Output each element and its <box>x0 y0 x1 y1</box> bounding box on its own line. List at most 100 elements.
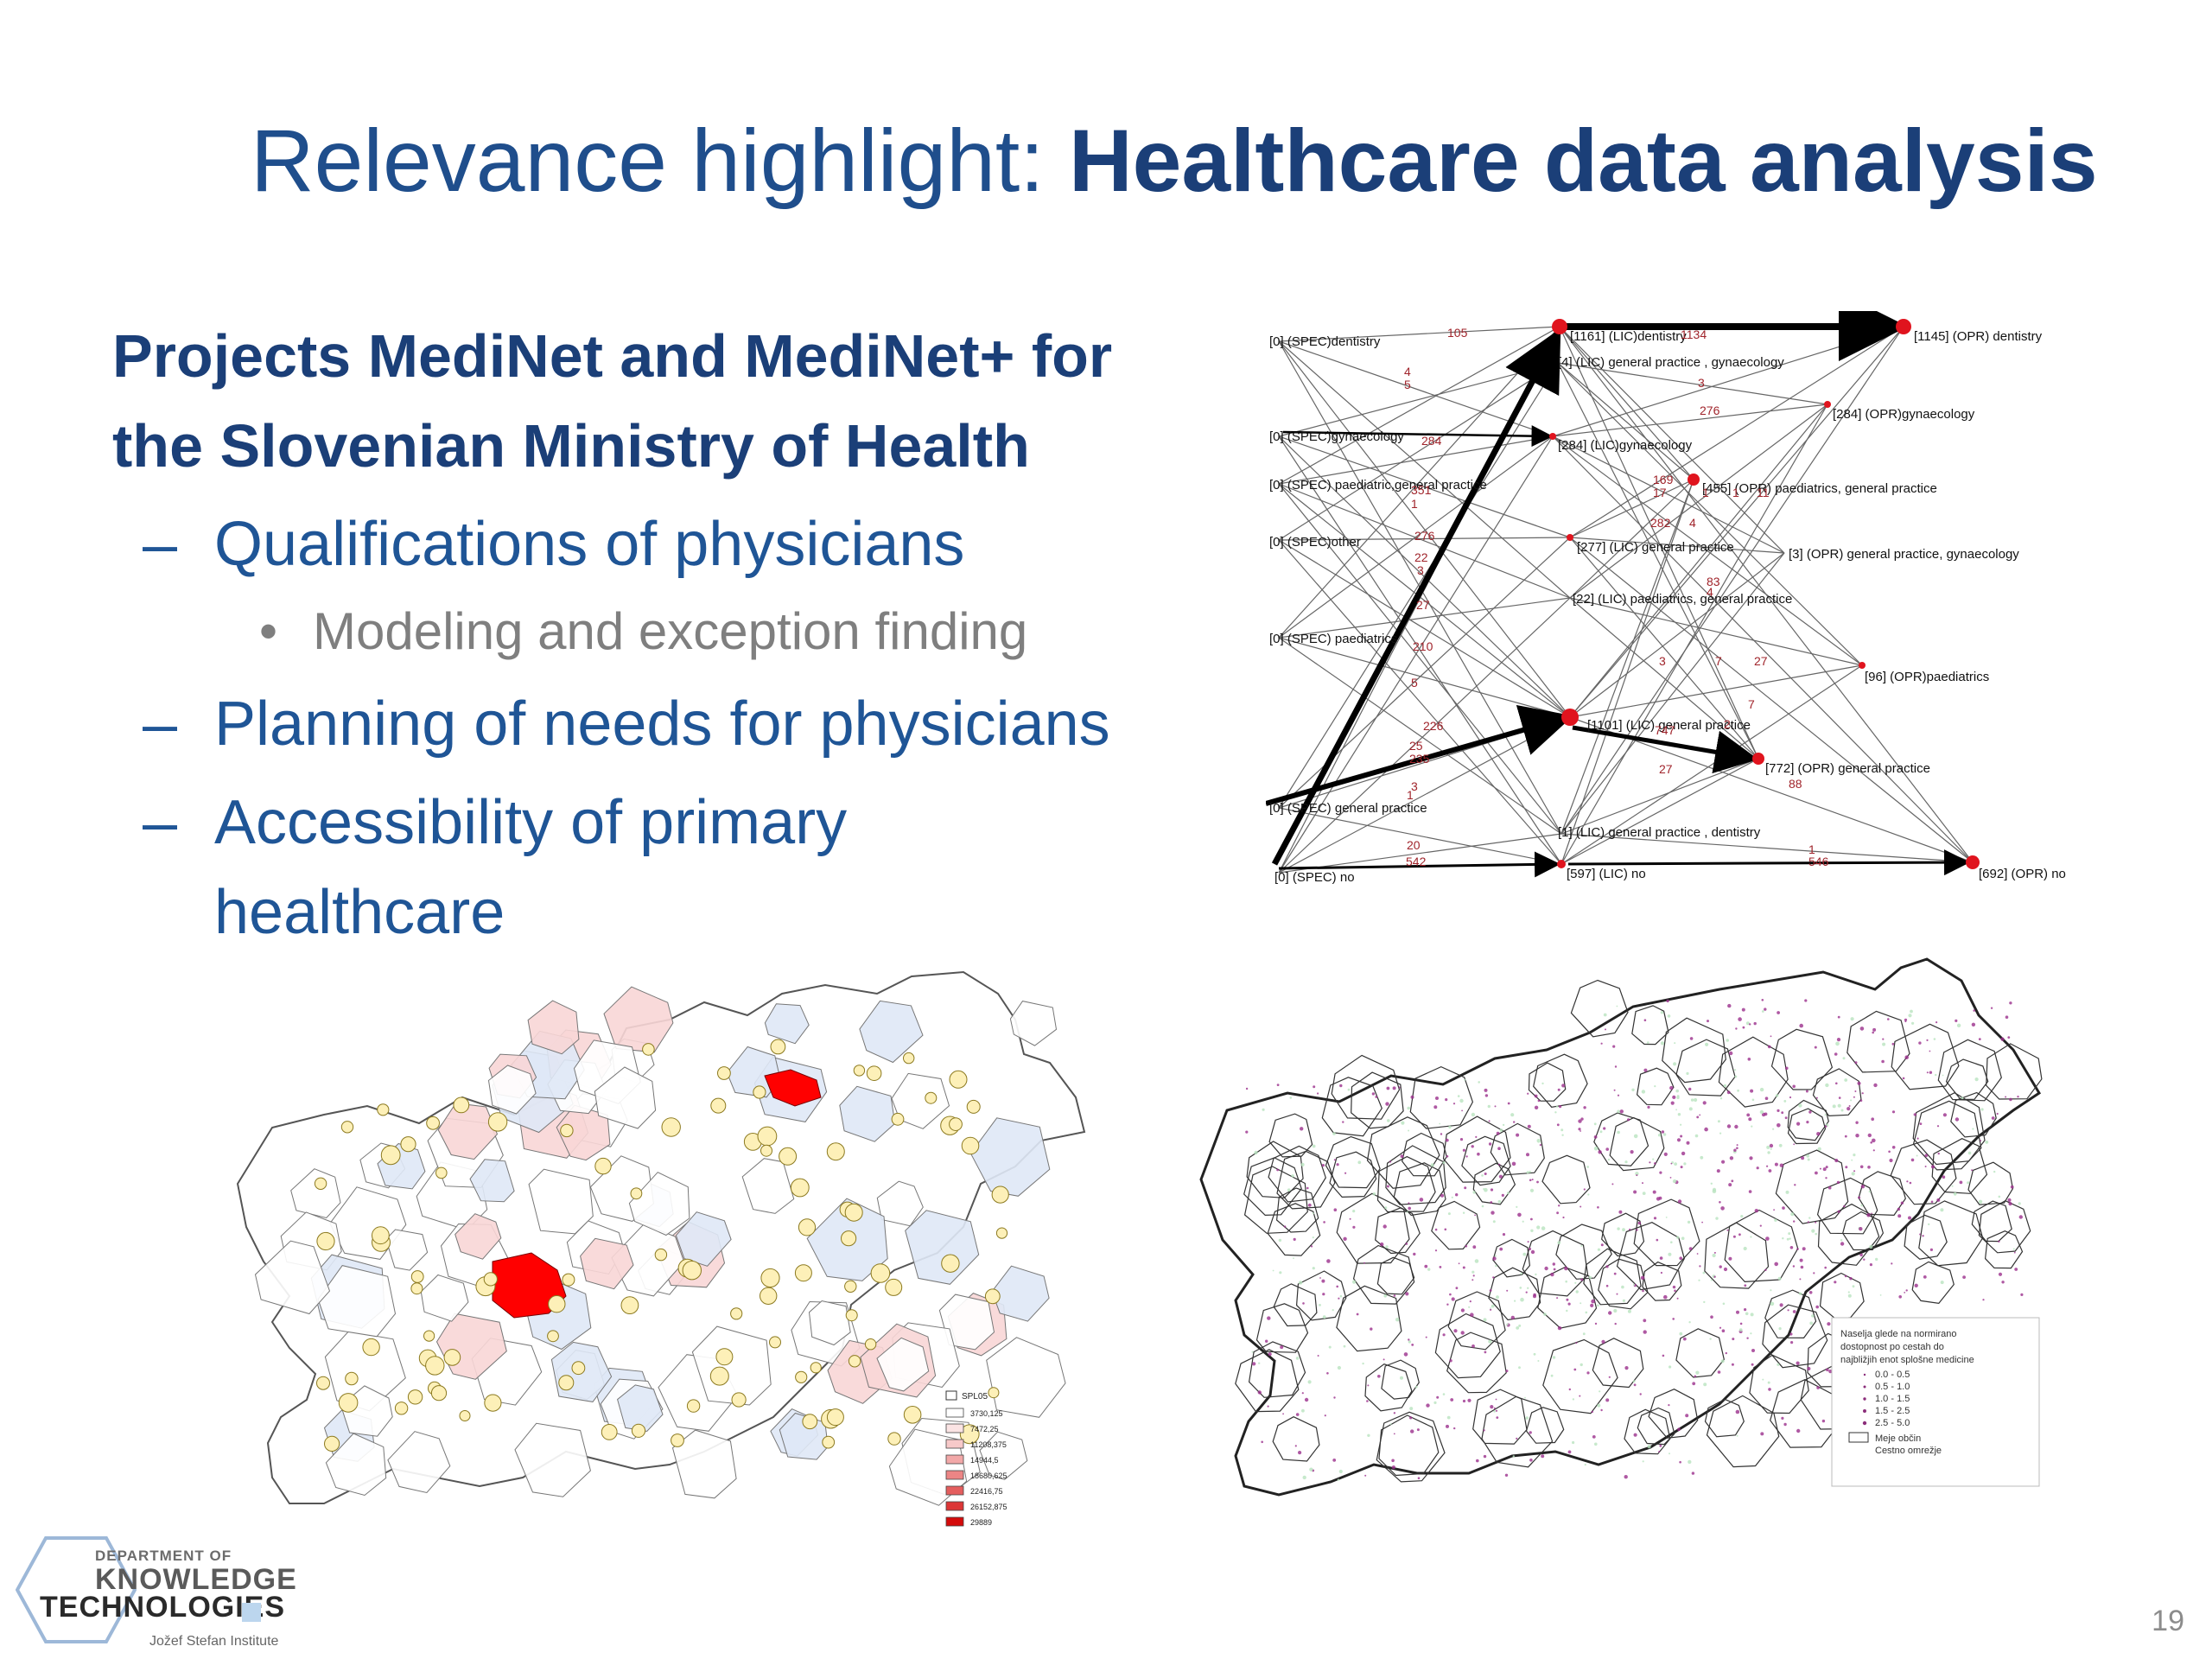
settlement-dot <box>1770 1301 1775 1306</box>
municipality-marker <box>959 1424 980 1445</box>
settlement-dot <box>1400 1376 1403 1380</box>
settlement-dot <box>1535 1273 1537 1276</box>
edge-thin <box>1559 326 1785 554</box>
settlement-dot <box>1512 1455 1515 1458</box>
settlement-dot <box>1719 1265 1722 1268</box>
spec-label-gynaecology: [0] (SPEC)gynaecology <box>1269 429 1404 444</box>
settlement-dot <box>1262 1108 1265 1111</box>
settlement-dot <box>1788 1232 1791 1236</box>
settlement-dot <box>1676 1236 1680 1239</box>
settlement-dot <box>1474 1259 1479 1263</box>
settlement-dot <box>1859 1099 1863 1102</box>
settlement-dot <box>1471 1344 1475 1348</box>
settlement-dot <box>1808 1110 1812 1114</box>
settlement-dot <box>1985 1141 1989 1144</box>
settlement-dot <box>1750 1313 1754 1317</box>
settlement-dot <box>1490 1201 1493 1204</box>
settlement-dot <box>1736 1144 1738 1147</box>
settlement-dot <box>1751 1349 1755 1352</box>
node-opr-gynaecology <box>1824 401 1831 408</box>
settlement-dot <box>1792 1084 1796 1089</box>
settlement-dot <box>1616 1005 1618 1007</box>
settlement-dot <box>1537 1099 1541 1103</box>
settlement-dot <box>1497 1199 1502 1204</box>
settlement-dot <box>1844 1274 1847 1278</box>
municipality-boundary <box>1978 1200 2031 1254</box>
settlement-dot <box>1333 1396 1336 1399</box>
settlement-dot <box>1319 1304 1321 1306</box>
settlement-dot <box>1971 1169 1974 1172</box>
settlement-dot <box>1847 1294 1852 1298</box>
bullet-label-cont: healthcare <box>214 878 505 947</box>
settlement-dot <box>1557 1325 1562 1331</box>
settlement-dot <box>1507 1102 1510 1105</box>
settlement-dot <box>1642 1192 1646 1195</box>
settlement-dot <box>1647 1105 1650 1109</box>
spec-label-no: [0] (SPEC) no <box>1274 870 1355 885</box>
map-region <box>469 1159 515 1203</box>
settlement-dot <box>1805 1090 1808 1093</box>
settlement-dot <box>1955 1117 1960 1122</box>
settlement-dot <box>1719 1097 1723 1100</box>
settlement-dot <box>1967 1181 1970 1185</box>
settlement-dot <box>1307 1203 1312 1207</box>
settlement-dot <box>1924 1166 1927 1167</box>
settlement-dot <box>1453 1329 1458 1333</box>
settlement-dot <box>1434 1249 1438 1252</box>
settlement-dot <box>1753 1021 1757 1026</box>
municipality-marker <box>435 1166 448 1179</box>
edge-thin <box>1569 716 1974 863</box>
settlement-dot <box>1827 1322 1831 1326</box>
settlement-dot <box>1447 1212 1451 1216</box>
settlement-dot <box>1748 1190 1752 1193</box>
settlement-dot <box>1996 1112 1999 1116</box>
settlement-dot <box>1342 1121 1344 1123</box>
settlement-dot <box>1926 1071 1929 1074</box>
municipality-marker <box>760 1268 780 1288</box>
settlement-dot <box>1430 1163 1434 1167</box>
settlement-dot <box>1309 1467 1313 1471</box>
settlement-dot <box>1872 1149 1875 1152</box>
settlement-dot <box>1633 1190 1637 1194</box>
settlement-dot <box>1719 1326 1722 1329</box>
settlement-dot <box>1770 1289 1772 1292</box>
municipality-boundary <box>1393 1162 1446 1217</box>
settlement-dot <box>1879 1294 1882 1296</box>
municipality-boundary <box>1366 1116 1440 1189</box>
settlement-dot <box>1731 1179 1734 1183</box>
settlement-dot <box>1445 1098 1448 1102</box>
edge-thin <box>1560 404 1828 865</box>
municipality-boundary <box>1376 1256 1415 1295</box>
settlement-dot <box>1747 1058 1751 1061</box>
settlement-dot <box>1578 1119 1582 1123</box>
settlement-dot <box>1258 1362 1261 1364</box>
settlement-dot <box>1516 1326 1520 1330</box>
settlement-dot <box>1317 1355 1319 1357</box>
settlement-dot <box>1337 1365 1341 1370</box>
settlement-dot <box>1656 1238 1659 1242</box>
settlement-dot <box>1720 1206 1725 1211</box>
spec-label-paed-gp: [0] (SPEC) paediatric,general practice <box>1269 478 1487 493</box>
node-lic-dentistry <box>1552 319 1567 334</box>
legend-swatch <box>945 1470 964 1480</box>
settlement-dot <box>1522 1252 1527 1256</box>
settlement-dot <box>1572 1398 1575 1401</box>
settlement-dot <box>1637 1221 1641 1225</box>
settlement-dot <box>1484 1173 1487 1175</box>
settlement-dot <box>1411 1344 1414 1346</box>
settlement-dot <box>1629 1228 1631 1231</box>
edge-label: 11 <box>1757 486 1770 499</box>
settlement-dot <box>1580 1130 1581 1132</box>
edge-medium <box>1282 425 1554 448</box>
content-text: Projects MediNet and MediNet+ for the Sl… <box>112 311 1236 957</box>
settlement-dot <box>1777 1011 1780 1014</box>
municipality-marker <box>870 1263 891 1283</box>
settlement-dot <box>1585 1311 1588 1314</box>
settlement-dot <box>1652 1158 1655 1160</box>
municipality-marker <box>949 1070 968 1089</box>
settlement-dot <box>1529 1248 1532 1250</box>
edge-thin <box>1278 340 1571 718</box>
municipality-marker <box>372 1226 390 1245</box>
municipality-marker <box>715 1348 734 1366</box>
settlement-dot <box>1301 1392 1304 1395</box>
